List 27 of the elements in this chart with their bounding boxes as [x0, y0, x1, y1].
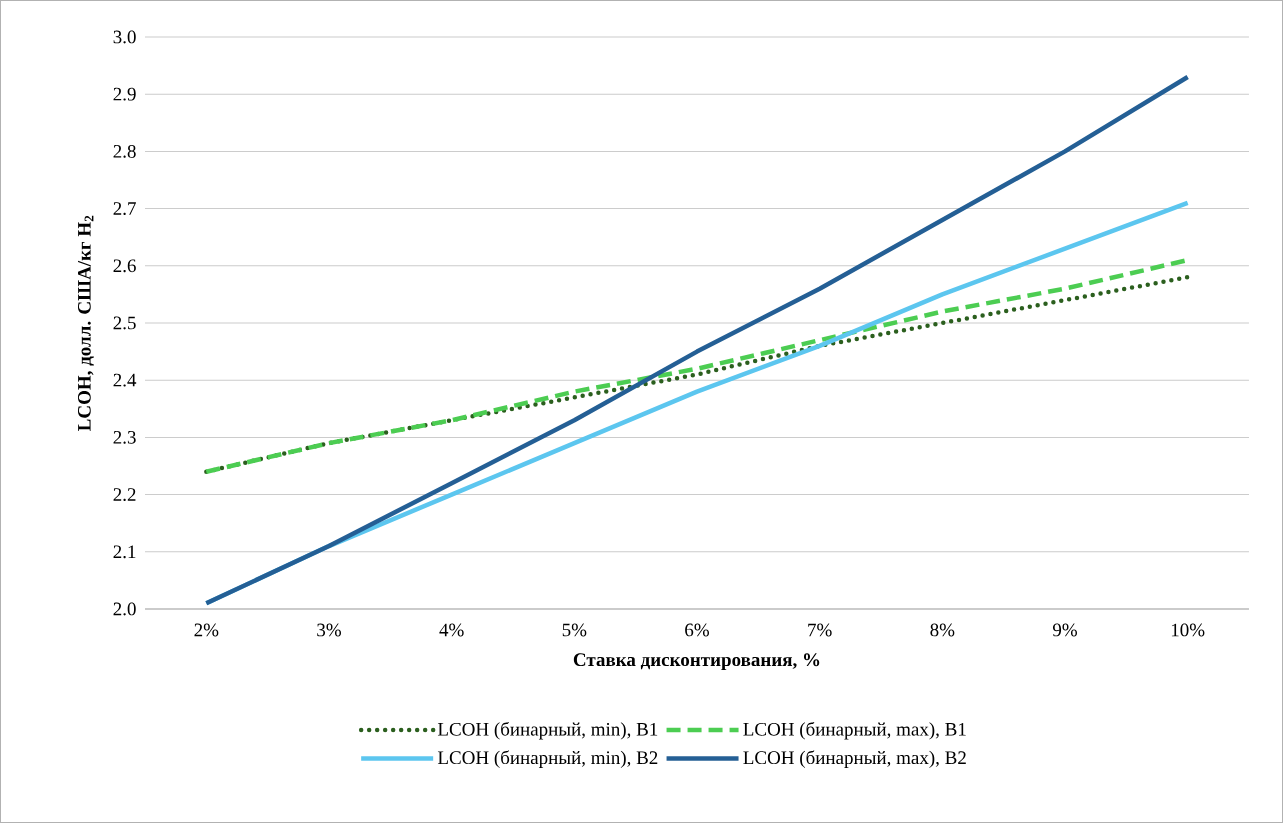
x-tick-label: 3%: [317, 623, 341, 637]
x-tick-label: 4%: [439, 623, 464, 637]
y-tick-label: 2.6: [113, 259, 136, 273]
y-tick-label: 3.0: [113, 30, 136, 44]
legend-label: LCOH (бинарный, min), B2: [437, 750, 658, 768]
y-tick-label: 2.5: [113, 316, 136, 330]
y-tick-label: 2.4: [113, 373, 137, 387]
legend-label: LCOH (бинарный, max), B1: [743, 721, 966, 740]
x-tick-label: 8%: [930, 623, 955, 637]
y-tick-label: 2.0: [113, 602, 136, 616]
y-tick-label: 2.9: [113, 87, 136, 101]
y-tick-label: 2.8: [113, 144, 136, 158]
y-tick-label: 2.3: [113, 430, 136, 444]
x-tick-label: 6%: [685, 623, 709, 637]
line-series: [204, 74, 1190, 606]
legend-label: LCOH (бинарный, max), B2: [743, 750, 966, 768]
x-tick-label: 7%: [808, 623, 832, 637]
x-tick-label: 5%: [562, 623, 587, 637]
x-tick-label: 2%: [194, 623, 219, 637]
y-tick-label: 2.1: [113, 545, 136, 559]
legend-label: LCOH (бинарный, min), B1: [437, 721, 658, 740]
y-tick-label: 2.2: [113, 488, 136, 502]
x-axis-title: Ставка дисконтирования, %: [573, 653, 820, 670]
x-tick-label: 10%: [1171, 623, 1205, 637]
y-tick-label: 2.7: [113, 202, 136, 216]
x-tick-label: 9%: [1052, 623, 1077, 637]
y-axis-title: LCOH, долл. США/кг H$_{2}$: [77, 215, 94, 431]
